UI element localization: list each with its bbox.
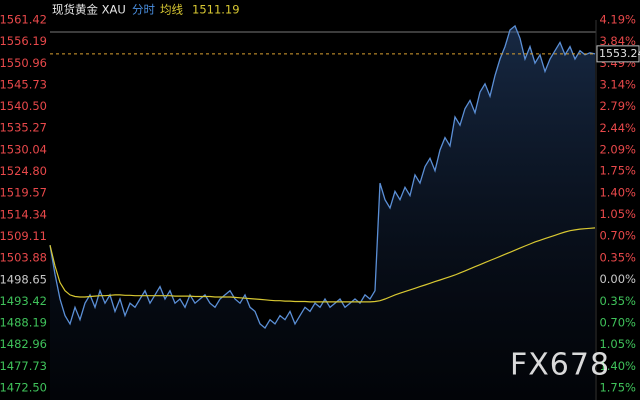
watermark: FX678 [510,348,610,383]
y2-tick-label: 1.05% [599,337,636,351]
y-tick-label: 1519.57 [0,186,47,200]
y-tick-label: 1503.88 [0,251,47,265]
y2-tick-label: 0.70% [599,229,636,243]
y-tick-label: 1535.27 [0,121,47,135]
y-tick-label: 1540.50 [0,99,47,113]
y2-tick-label: 0.35% [599,294,636,308]
y2-tick-label: 2.44% [599,121,636,135]
y-tick-label: 1482.96 [0,337,47,351]
y-tick-label: 1514.34 [0,207,47,221]
y2-tick-label: 2.79% [599,99,636,113]
avg-value: 1511.19 [192,3,240,17]
y2-tick-label: 3.84% [599,34,636,48]
last-price-label: 1553.24 [599,47,640,60]
y-tick-label: 1493.42 [0,294,47,308]
y-tick-label: 1488.19 [0,316,47,330]
price-line [49,24,596,329]
instrument: 现货黄金 XAU [52,3,126,17]
y-tick-label: 1561.42 [0,13,47,27]
y2-tick-label: 1.75% [599,164,636,178]
y-tick-label: 1524.80 [0,164,47,178]
y2-tick-label: 1.75% [599,381,636,395]
avg-label: 均线 [160,3,183,17]
y2-tick-label: 0.35% [599,250,636,264]
y2-tick-label: 1.40% [599,185,636,199]
last-price-box [596,45,640,63]
y-tick-label: 1530.04 [0,142,47,156]
y-tick-label: 1472.50 [0,381,47,395]
y2-tick-label: 3.14% [599,78,636,92]
y-tick-label: 1498.65 [0,272,47,286]
mode-label: 分时 [132,3,155,17]
y-tick-label: 1509.11 [0,229,47,243]
average-line [49,227,596,303]
y2-tick-label: 2.09% [599,143,636,157]
price-area [50,25,595,400]
y2-tick-label: 4.19% [599,13,636,27]
y-tick-label: 1556.19 [0,34,47,48]
y2-tick-label: 0.00% [599,272,636,286]
y2-tick-label: 1.05% [599,207,636,221]
y-tick-label: 1550.96 [0,56,47,70]
y-tick-label: 1545.73 [0,77,47,91]
y2-tick-label: 1.40% [599,359,636,373]
y-tick-label: 1477.73 [0,359,47,373]
y2-tick-label: 0.70% [599,315,636,329]
